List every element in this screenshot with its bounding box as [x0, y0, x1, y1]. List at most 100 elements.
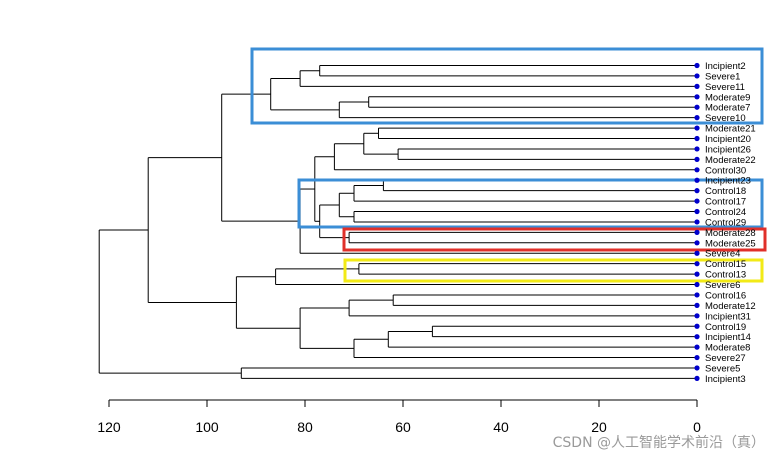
- leaf-marker: [694, 354, 700, 361]
- merge-18: [338, 192, 354, 218]
- leaf-label: Control24: [705, 207, 746, 218]
- merge-29: [147, 157, 237, 303]
- leaf-label: Control15: [705, 259, 746, 270]
- leaf-label: Severe11: [705, 82, 745, 93]
- leaf-label: Moderate21: [705, 124, 756, 135]
- highlight-box: [297, 178, 764, 229]
- leaf-marker: [694, 62, 700, 69]
- merge-3: [378, 127, 697, 140]
- leaf-marker: [694, 261, 700, 267]
- merge-16: [270, 78, 340, 111]
- leaf-label: Incipient20: [705, 134, 751, 145]
- highlight-box: [342, 227, 767, 252]
- merge-23: [314, 156, 335, 222]
- merge-28: [221, 93, 301, 222]
- leaf-label: Incipient26: [705, 144, 751, 155]
- merge-25: [299, 188, 697, 254]
- merge-24: [299, 307, 354, 349]
- leaf-marker: [694, 219, 700, 225]
- leaf-marker: [694, 104, 700, 110]
- merge-12: [299, 70, 697, 87]
- leaf-marker: [694, 344, 700, 350]
- merge-30: [98, 229, 242, 374]
- merge-11: [240, 367, 697, 379]
- merge-5: [382, 179, 697, 192]
- merge-7: [348, 231, 697, 244]
- leaf-marker: [694, 135, 700, 142]
- leaf-label: Incipient23: [705, 176, 751, 187]
- leaf-label: Incipient31: [705, 311, 751, 322]
- leaf-label: Incipient2: [705, 61, 746, 72]
- leaf-marker: [694, 313, 700, 319]
- leaf-marker: [694, 302, 700, 308]
- x-tick-label: 80: [297, 419, 313, 435]
- leaf-label: Moderate22: [705, 155, 756, 166]
- leaf-marker: [694, 292, 700, 298]
- leaf-label: Severe5: [705, 363, 740, 374]
- leaf-label: Control19: [705, 322, 746, 333]
- leaf-marker: [694, 198, 700, 204]
- leaf-label: Control16: [705, 290, 746, 301]
- leaf-marker: [694, 240, 700, 246]
- leaf-marker: [694, 146, 700, 152]
- leaf-label: Severe27: [705, 353, 746, 364]
- x-axis: 120 100 80 60 40 20 0: [97, 399, 701, 435]
- leaf-label: Control30: [705, 165, 746, 176]
- leaf-marker: [694, 334, 700, 340]
- merge-15: [387, 330, 697, 348]
- highlight-box: [343, 258, 764, 283]
- leaf-marker: [694, 208, 700, 215]
- leaf-label: Severe1: [705, 71, 740, 82]
- leaf-label: Incipient3: [705, 374, 746, 385]
- merge-1: [319, 65, 697, 77]
- leaf-marker: [694, 281, 700, 288]
- merge-6: [353, 211, 697, 223]
- leaf-label: Moderate12: [705, 301, 756, 312]
- leaf-marker: [694, 365, 700, 371]
- leaf-label: Control17: [705, 197, 746, 208]
- leaf-label: Moderate8: [705, 343, 750, 354]
- x-tick-label: 0: [693, 419, 701, 435]
- leaf-labels: Incipient2Severe1Severe11Moderate9Modera…: [694, 61, 756, 385]
- leaf-label: Severe6: [705, 280, 740, 291]
- merge-17: [363, 132, 399, 155]
- leaf-marker: [694, 375, 700, 381]
- leaf-marker: [694, 156, 700, 162]
- x-tick-label: 20: [591, 419, 607, 435]
- leaf-marker: [694, 271, 700, 277]
- merge-22: [348, 299, 697, 317]
- leaf-marker: [694, 94, 700, 100]
- merge-8: [358, 263, 697, 275]
- x-tick-label: 40: [493, 419, 509, 435]
- leaf-label: Control29: [705, 217, 746, 228]
- highlight-box: [250, 47, 764, 125]
- leaf-marker: [694, 125, 700, 131]
- leaf-label: Control18: [705, 186, 746, 197]
- leaf-label: Moderate28: [705, 228, 756, 239]
- merge-19: [353, 338, 697, 359]
- leaf-label: Moderate9: [705, 92, 750, 103]
- highlight-boxes: [250, 47, 767, 283]
- merge-13: [338, 101, 697, 119]
- leaf-marker: [694, 177, 700, 183]
- leaf-label: Control13: [705, 270, 746, 281]
- leaf-marker: [694, 83, 700, 89]
- leaf-marker: [694, 229, 700, 235]
- watermark: CSDN @人工智能学术前沿（真）: [552, 435, 765, 451]
- leaf-marker: [694, 115, 700, 121]
- merge-9: [392, 294, 697, 306]
- merge-4: [397, 148, 697, 160]
- leaf-marker: [694, 188, 700, 194]
- leaf-label: Severe10: [705, 113, 746, 124]
- leaf-label: Moderate7: [705, 103, 750, 114]
- leaf-marker: [694, 323, 700, 329]
- leaf-marker: [694, 73, 700, 79]
- leaf-marker: [694, 250, 700, 256]
- leaf-label: Incipient14: [705, 332, 751, 343]
- dendrogram-tree: [98, 65, 697, 379]
- x-tick-label: 60: [395, 419, 411, 435]
- merge-10: [431, 325, 697, 338]
- x-tick-label: 100: [195, 419, 219, 435]
- leaf-label: Severe4: [705, 249, 740, 260]
